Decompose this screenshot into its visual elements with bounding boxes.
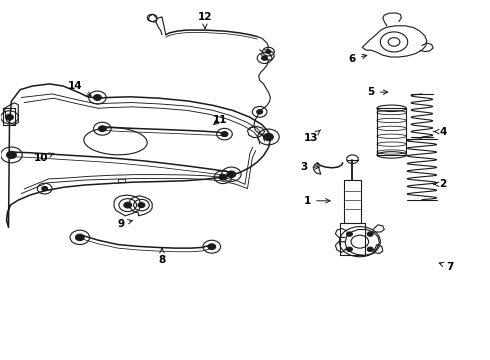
Text: 8: 8 [158,248,166,265]
Text: 11: 11 [212,115,227,125]
Text: 2: 2 [434,179,446,189]
Circle shape [264,134,273,140]
Text: 1: 1 [304,196,330,206]
Circle shape [124,202,132,208]
Circle shape [257,110,263,114]
Text: 10: 10 [33,153,53,163]
Circle shape [368,247,373,251]
Circle shape [266,50,271,53]
Circle shape [346,247,352,251]
Text: 3: 3 [300,162,319,172]
Circle shape [346,232,352,236]
Circle shape [208,244,216,249]
Circle shape [138,203,145,208]
Text: 9: 9 [117,219,132,229]
Circle shape [262,56,268,60]
Circle shape [98,126,106,132]
Text: 14: 14 [68,81,91,96]
Circle shape [94,95,101,100]
Text: 6: 6 [349,54,367,64]
Circle shape [42,186,48,191]
Circle shape [5,114,13,120]
Text: 5: 5 [368,87,388,97]
Circle shape [221,132,228,136]
Circle shape [6,151,16,158]
Circle shape [227,171,236,177]
Circle shape [368,232,373,236]
Text: 13: 13 [304,130,320,143]
Text: 12: 12 [197,12,212,28]
Circle shape [75,234,84,240]
Text: 7: 7 [439,262,454,272]
Circle shape [219,174,227,180]
Text: 4: 4 [434,127,446,136]
